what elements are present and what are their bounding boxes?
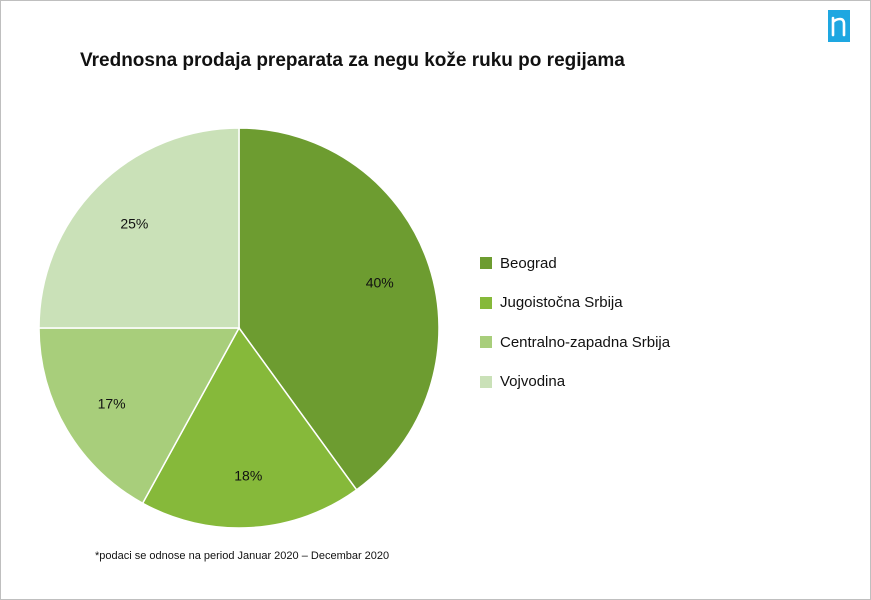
pie-slice-2	[38, 327, 241, 505]
legend-label: Centralno-zapadna Srbija	[500, 333, 671, 351]
pie-slice-1	[141, 326, 358, 529]
slice-label-0: 40%	[366, 274, 394, 290]
legend-item-2: Centralno-zapadna Srbija	[480, 332, 670, 352]
legend-swatch	[480, 257, 492, 269]
legend-swatch	[480, 296, 492, 309]
nielsen-logo	[828, 10, 850, 42]
pie-slice-0	[238, 127, 440, 491]
legend-label: Jugoistočna Srbija	[500, 294, 623, 311]
chart-title: Vrednosna prodaja preparata za negu kože…	[80, 50, 625, 71]
pie-slice-3	[38, 127, 240, 329]
nielsen-n-icon	[831, 16, 846, 37]
legend-item-1: Jugoistočna Srbija	[480, 293, 670, 313]
legend-label: Beograd	[500, 254, 557, 272]
chart-legend: Beograd Jugoistočna Srbija Centralno-zapad…	[480, 253, 670, 411]
slice-label-2: 17%	[98, 395, 126, 411]
legend-item-3: Vojvodina	[480, 372, 670, 392]
legend-swatch	[480, 375, 492, 388]
legend-label: Vojvodina	[500, 373, 566, 390]
legend-item-0: Beograd	[480, 253, 670, 273]
legend-swatch	[480, 336, 492, 348]
slice-label-3: 25%	[120, 215, 148, 231]
footnote: *podaci se odnose na period Januar 2020 …	[95, 550, 390, 562]
slice-label-1: 18%	[234, 468, 262, 484]
